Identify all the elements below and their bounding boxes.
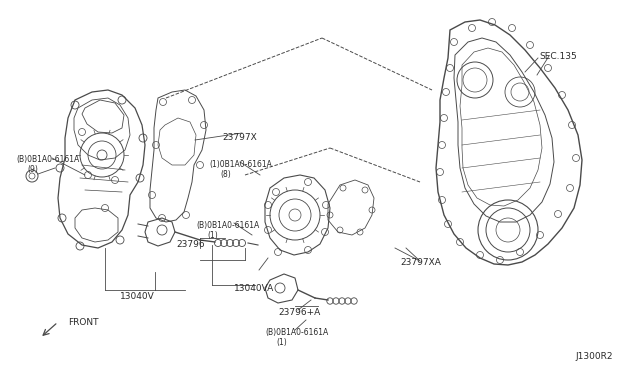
Text: 23797X: 23797X [222,133,257,142]
Text: 13040VA: 13040VA [234,284,275,293]
Text: (1): (1) [276,338,287,347]
Text: (9): (9) [27,165,38,174]
Text: (8): (8) [220,170,231,179]
Text: (B)0B1A0-6161A: (B)0B1A0-6161A [265,328,328,337]
Text: (1): (1) [207,231,218,240]
Text: (1)0B1A0-6161A: (1)0B1A0-6161A [209,160,272,169]
Text: FRONT: FRONT [68,318,99,327]
Text: SEC.135: SEC.135 [539,52,577,61]
Text: 23797XA: 23797XA [400,258,441,267]
Text: (B)0B1A0-6161A: (B)0B1A0-6161A [196,221,259,230]
Text: 23796: 23796 [176,240,205,249]
Text: 23796+A: 23796+A [278,308,320,317]
Text: (B)0B1A0-6161A: (B)0B1A0-6161A [16,155,79,164]
Text: 13040V: 13040V [120,292,155,301]
Text: J1300R2: J1300R2 [575,352,612,361]
